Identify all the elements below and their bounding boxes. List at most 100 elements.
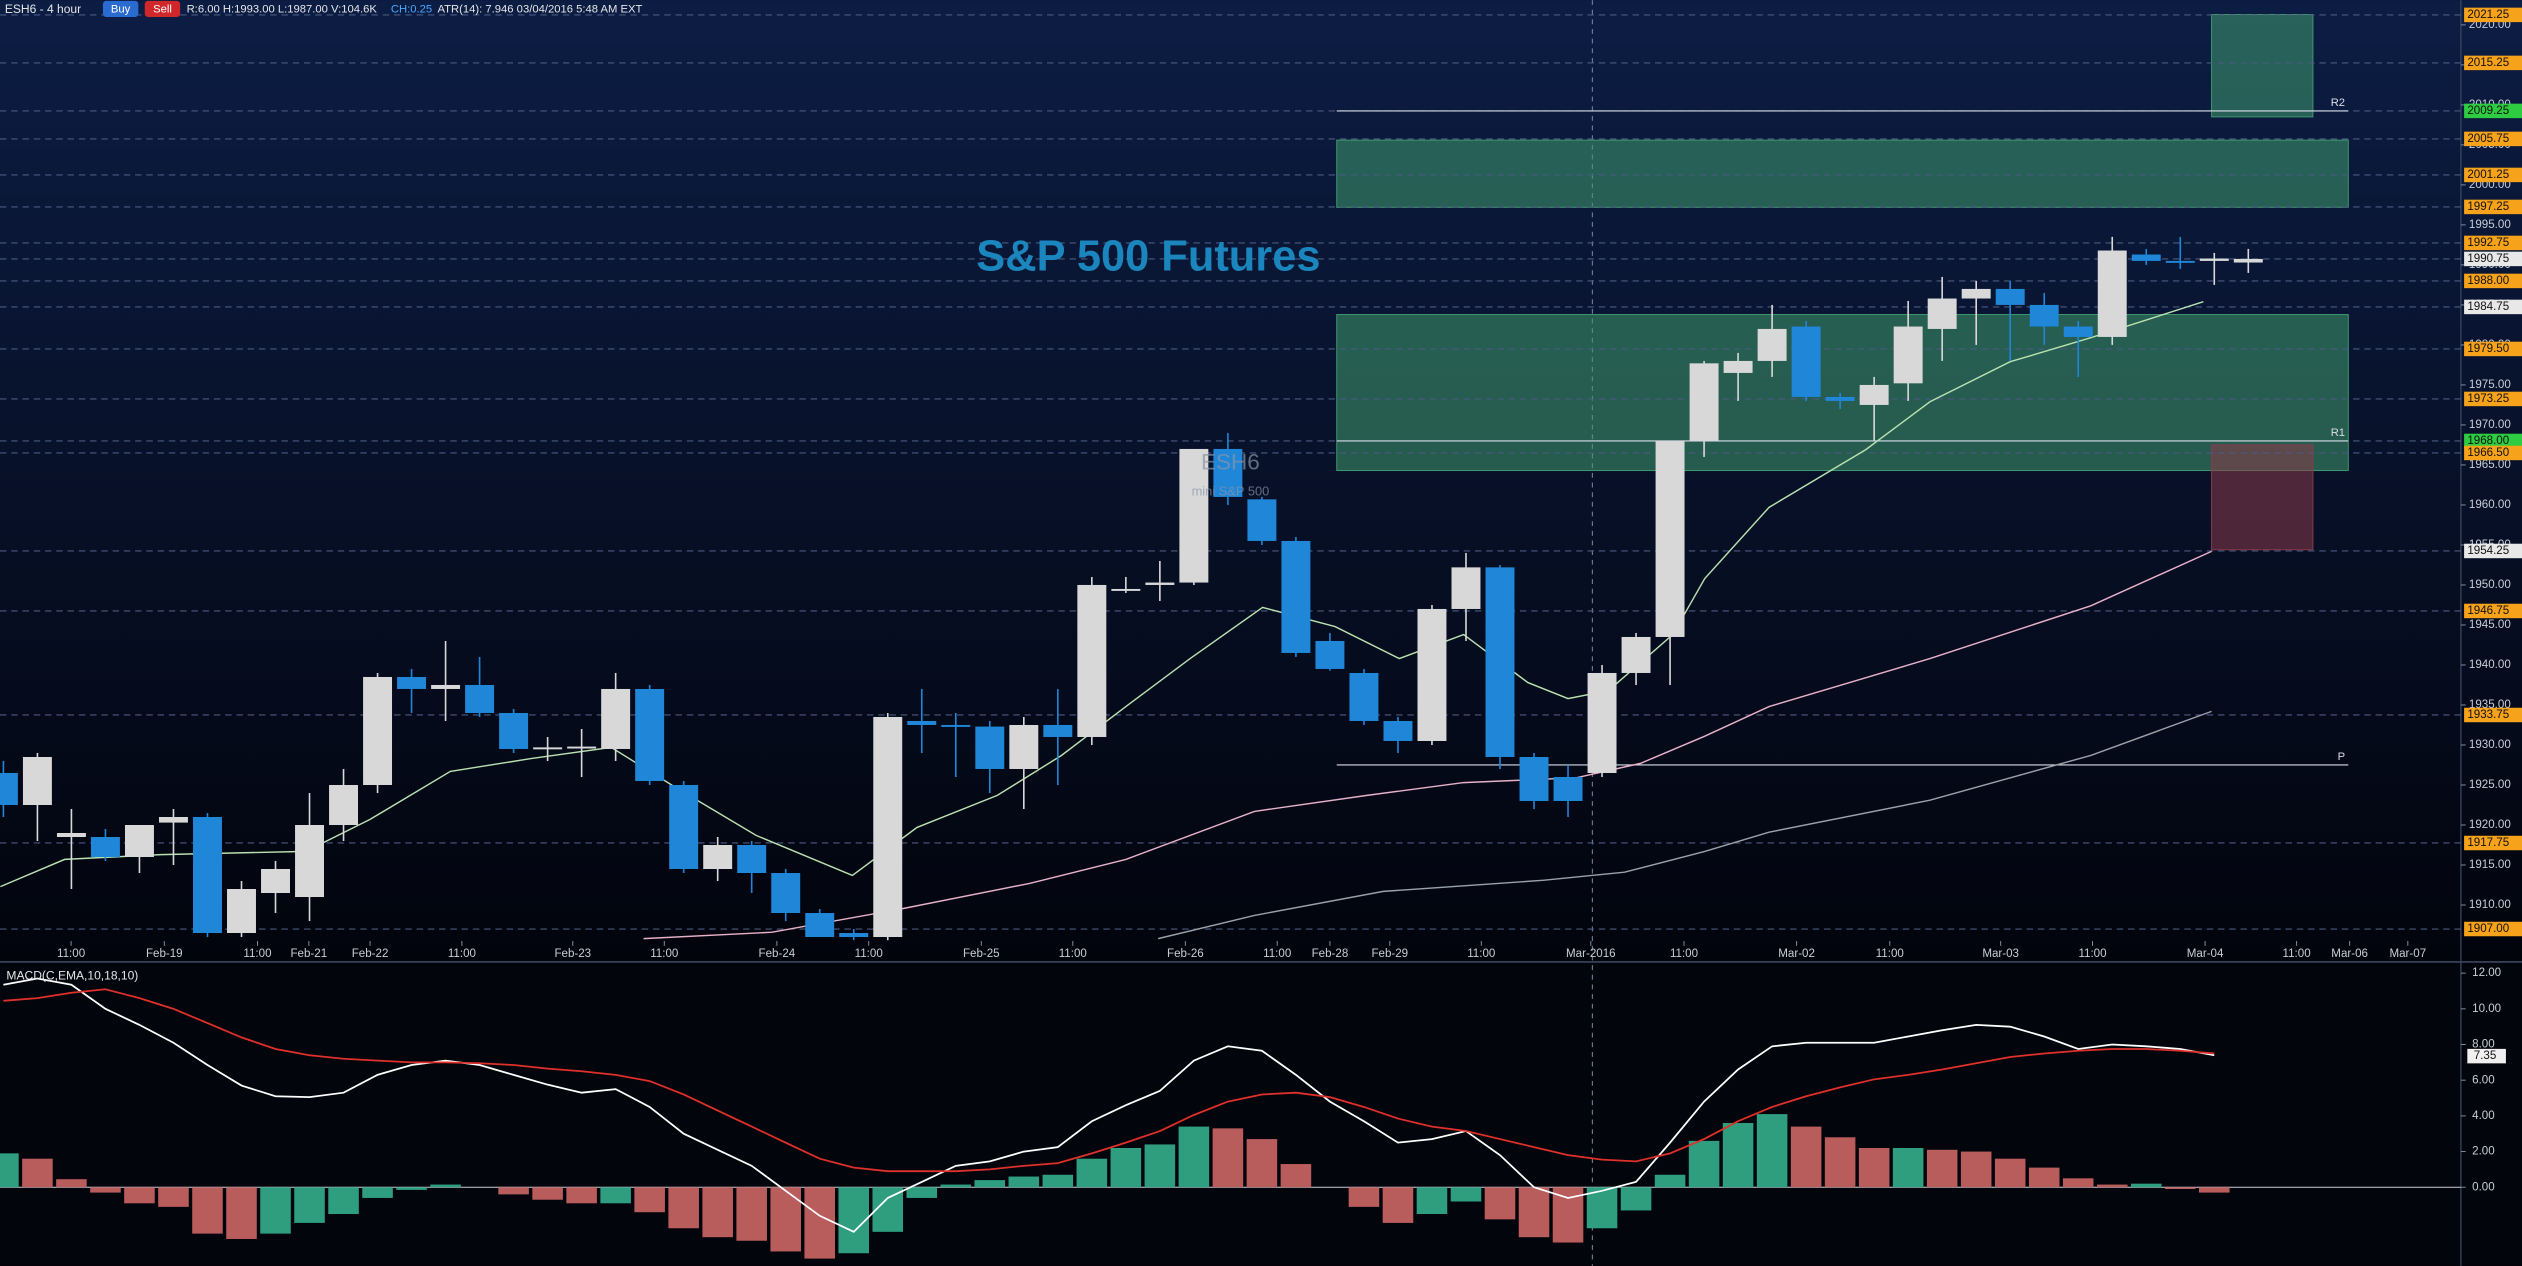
- x-tick-label: Feb-25: [963, 948, 1000, 960]
- level-box: [2464, 167, 2522, 183]
- level-label: 1979.50: [2467, 343, 2509, 355]
- x-tick-label: Mar-2016: [1566, 948, 1616, 960]
- histogram-bar: [1518, 1187, 1550, 1238]
- histogram-bar: [1722, 1123, 1754, 1188]
- level-box: [2464, 433, 2522, 449]
- candle-body: [90, 836, 120, 858]
- candle-body: [1111, 588, 1141, 591]
- x-tick-label: Feb-29: [1371, 948, 1408, 960]
- info: ATR(14): 7.946 03/04/2016 5:48 AM EXT: [437, 4, 642, 16]
- buy-label[interactable]: Buy: [111, 4, 131, 16]
- zone: [2211, 444, 2314, 551]
- y-tick-label: 6.00: [2472, 1074, 2495, 1086]
- x-tick-label: 11:00: [57, 948, 85, 960]
- candle-body: [1451, 567, 1481, 609]
- sell-button[interactable]: [144, 0, 181, 17]
- level-box: [2464, 199, 2522, 215]
- histogram-bar: [1824, 1137, 1856, 1188]
- x-tick-label: Feb-26: [1167, 948, 1204, 960]
- level-label: 1992.75: [2467, 237, 2509, 249]
- level-box: [2464, 543, 2522, 559]
- level-label: 2001.25: [2467, 169, 2509, 181]
- x-tick-label: 11:00: [1059, 948, 1087, 960]
- histogram-bar: [770, 1187, 801, 1252]
- histogram-bar: [396, 1187, 427, 1190]
- x-tick-label: Mar-03: [1982, 948, 2019, 960]
- candle-body: [669, 784, 699, 870]
- candle-body: [397, 676, 427, 689]
- chart-title: S&P 500 Futures: [976, 233, 1320, 281]
- histogram-bar: [872, 1187, 904, 1232]
- quote: R:6.00 H:1993.00 L:1987.00 V:104.6K: [187, 4, 378, 16]
- histogram-bar: [1008, 1176, 1040, 1188]
- candle-body: [1961, 288, 1991, 299]
- candle-body: [2233, 258, 2263, 263]
- candle-body: [1791, 326, 1821, 397]
- candle-body: [635, 688, 665, 781]
- candle-body: [941, 724, 971, 727]
- candle-body: [1179, 448, 1209, 583]
- level-box: [2464, 835, 2522, 851]
- x-tick-label: 11:00: [243, 948, 271, 960]
- candle-body: [703, 844, 733, 870]
- candle-body: [193, 816, 222, 934]
- candle-body: [22, 756, 52, 805]
- macd-line: [3, 977, 2215, 1233]
- candle-body: [1043, 724, 1073, 737]
- pivot-label: R1: [2331, 427, 2345, 439]
- histogram-bar: [2062, 1178, 2094, 1188]
- level-label: 1933.75: [2467, 709, 2509, 721]
- level-label: 2005.75: [2467, 133, 2509, 145]
- histogram-bar: [362, 1187, 393, 1198]
- histogram-bar: [328, 1187, 359, 1214]
- level-box: [2464, 251, 2522, 267]
- candle-body: [261, 869, 290, 894]
- level-box: [2464, 299, 2522, 315]
- histogram-bar: [226, 1187, 257, 1239]
- candle-body: [1893, 326, 1923, 384]
- histogram-bar: [1960, 1151, 1992, 1188]
- level-label: 1973.25: [2467, 393, 2509, 405]
- watermark-sub: mini S&P 500: [1192, 484, 1270, 499]
- candle-body: [1621, 636, 1651, 673]
- candle-body: [533, 747, 563, 750]
- histogram-bar: [804, 1187, 836, 1259]
- level-label: 1990.75: [2467, 253, 2509, 265]
- histogram-bar: [1382, 1187, 1414, 1223]
- candle-body: [567, 746, 597, 749]
- y-tick-label: 12.00: [2472, 967, 2501, 979]
- candle-body: [1587, 672, 1617, 773]
- candle-body: [2199, 258, 2229, 261]
- candle-body: [1825, 396, 1855, 401]
- histogram-bar: [838, 1187, 870, 1254]
- candle-body: [839, 933, 869, 938]
- histogram-bar: [1416, 1187, 1448, 1214]
- y-tick-label: 1940.00: [2469, 659, 2511, 671]
- histogram-bar: [600, 1187, 631, 1204]
- last-value-label: 7.35: [2474, 1050, 2497, 1062]
- y-tick-label: 2020.00: [2469, 19, 2511, 31]
- moving-average: [0, 301, 2204, 888]
- candle-body: [158, 816, 188, 823]
- y-tick-label: 1975.00: [2469, 379, 2511, 391]
- buy-button[interactable]: [102, 0, 139, 17]
- histogram-bar: [1586, 1187, 1618, 1229]
- zone: [1336, 139, 2349, 208]
- candle-body: [1689, 363, 1719, 441]
- sell-label[interactable]: Sell: [153, 4, 172, 16]
- candle-body: [2131, 254, 2161, 261]
- y-tick-label: 4.00: [2472, 1110, 2495, 1122]
- histogram-bar: [2130, 1183, 2162, 1188]
- candle-body: [1995, 288, 2025, 305]
- macd-line: [3, 988, 2215, 1173]
- histogram-bar: [1246, 1139, 1278, 1188]
- watermark: ESH6: [1201, 449, 1260, 474]
- y-tick-label: 1920.00: [2469, 819, 2511, 831]
- level-box: [2464, 103, 2522, 119]
- histogram-bar: [940, 1184, 972, 1188]
- histogram-bar: [1144, 1144, 1176, 1188]
- candle-body: [1009, 724, 1039, 769]
- histogram-bar: [2096, 1184, 2128, 1188]
- level-label: 1968.00: [2467, 435, 2509, 447]
- histogram-bar: [1280, 1164, 1312, 1188]
